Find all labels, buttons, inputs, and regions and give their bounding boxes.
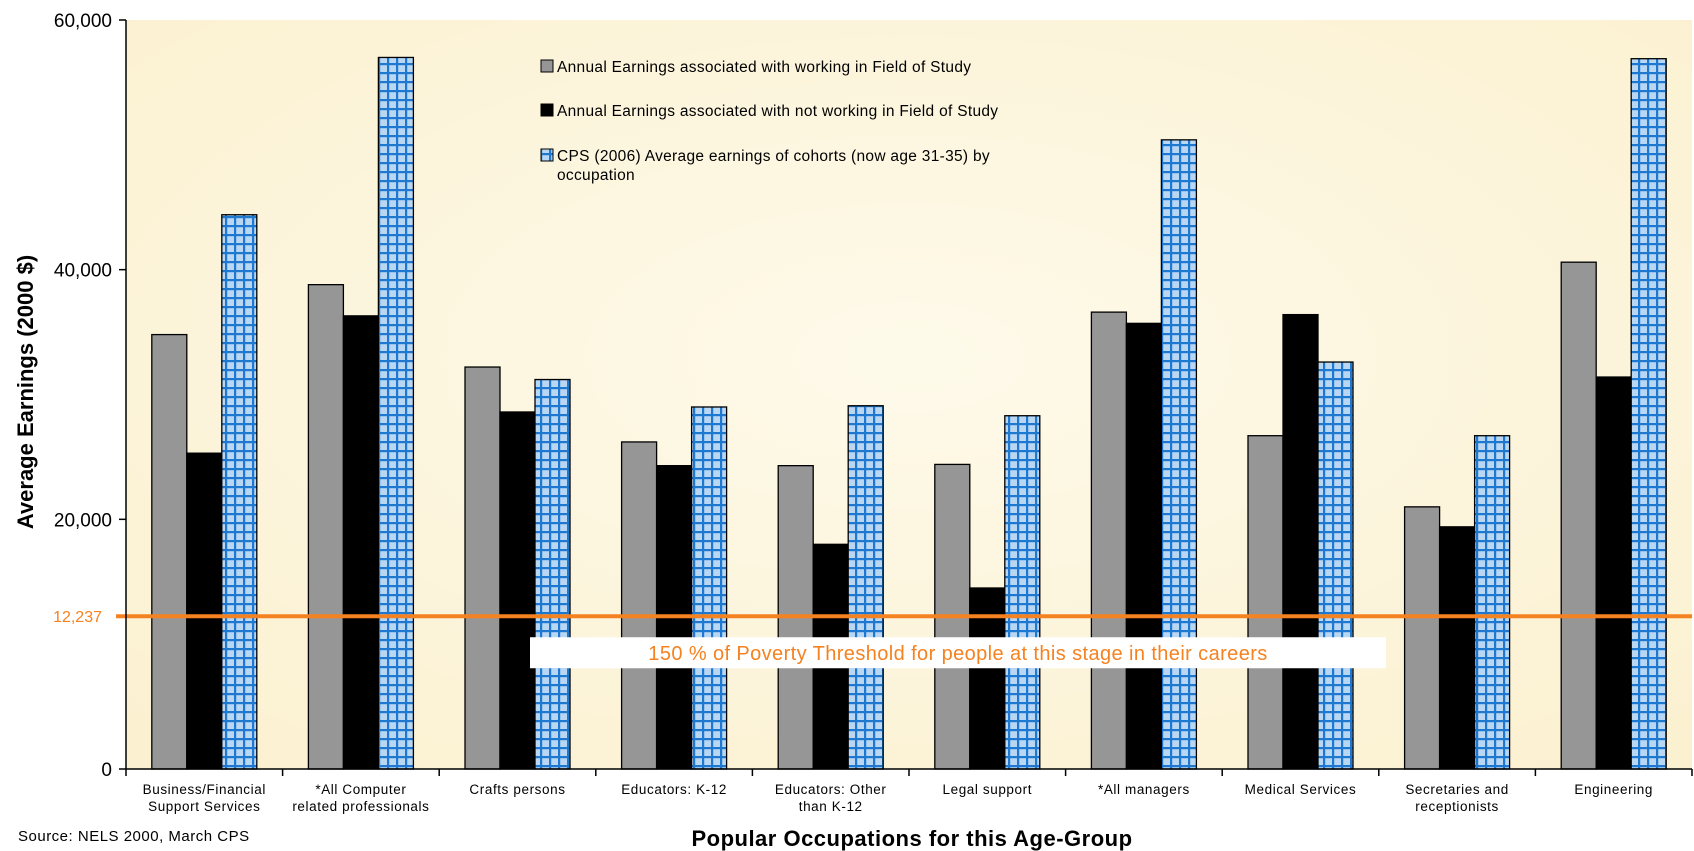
legend-label-3: CPS (2006) Average earnings of cohorts (… bbox=[557, 148, 990, 184]
bar-series3-cat10 bbox=[1630, 58, 1667, 770]
bar-series1-cat4 bbox=[620, 441, 658, 770]
poverty-threshold-value: 12,237 bbox=[53, 609, 102, 626]
category-label-2: *All Computer related professionals bbox=[292, 782, 429, 814]
bar-series2-cat3 bbox=[499, 411, 536, 770]
bar-series3-cat6 bbox=[1004, 415, 1041, 770]
y-tick-label-2: 40,000 bbox=[54, 261, 112, 282]
bar-series1-cat3 bbox=[464, 366, 501, 770]
y-axis-title: Average Earnings (2000 $) bbox=[13, 255, 38, 529]
x-axis-title: Popular Occupations for this Age-Group bbox=[691, 826, 1132, 851]
bar-series2-cat9 bbox=[1438, 526, 1476, 770]
category-label-5: Educators: Other than K-12 bbox=[775, 782, 887, 814]
bar-series2-cat8 bbox=[1282, 313, 1319, 770]
bar-series3-cat5 bbox=[847, 405, 884, 770]
legend-swatch-1 bbox=[540, 59, 554, 73]
bar-series3-cat2 bbox=[377, 56, 415, 770]
bar-series1-cat1 bbox=[151, 333, 188, 770]
legend-label-1: Annual Earnings associated with working … bbox=[557, 59, 971, 76]
bar-series1-cat10 bbox=[1560, 261, 1597, 770]
legend-swatch-3 bbox=[540, 148, 554, 162]
bar-series3-cat3 bbox=[534, 378, 571, 770]
category-label-9: Secretaries and receptionists bbox=[1405, 782, 1509, 814]
category-label-10: Engineering bbox=[1574, 782, 1653, 797]
source-note: Source: NELS 2000, March CPS bbox=[18, 828, 250, 845]
legend-label-2: Annual Earnings associated with not work… bbox=[557, 103, 998, 120]
y-tick-label-3: 60,000 bbox=[54, 11, 112, 32]
bar-series3-cat4 bbox=[690, 406, 728, 770]
legend-swatch-2 bbox=[540, 103, 554, 117]
bar-series3-cat7 bbox=[1160, 139, 1198, 770]
bar-series1-cat8 bbox=[1247, 435, 1284, 770]
bar-series2-cat10 bbox=[1595, 376, 1632, 770]
bar-series2-cat7 bbox=[1125, 322, 1163, 770]
bar-series3-cat1 bbox=[221, 214, 258, 770]
category-label-3: Crafts persons bbox=[469, 782, 565, 797]
bar-series1-cat2 bbox=[307, 283, 345, 770]
category-label-8: Medical Services bbox=[1245, 782, 1357, 797]
category-label-4: Educators: K-12 bbox=[621, 782, 727, 797]
y-tick-label-1: 20,000 bbox=[54, 510, 112, 531]
category-label-1: Business/Financial Support Services bbox=[143, 782, 266, 814]
bar-series2-cat1 bbox=[186, 452, 223, 770]
y-tick-label-0: 0 bbox=[101, 760, 112, 781]
bar-series2-cat2 bbox=[342, 315, 380, 770]
bar-series1-cat9 bbox=[1403, 506, 1441, 770]
bar-series3-cat8 bbox=[1317, 361, 1354, 770]
poverty-threshold-note: 150 % of Poverty Threshold for people at… bbox=[648, 643, 1267, 665]
bar-series3-cat9 bbox=[1473, 435, 1511, 770]
poverty-threshold-note-box bbox=[530, 637, 1386, 669]
category-label-7: *All managers bbox=[1098, 782, 1190, 797]
category-label-6: Legal support bbox=[942, 782, 1032, 797]
bar-series1-cat7 bbox=[1090, 311, 1128, 770]
